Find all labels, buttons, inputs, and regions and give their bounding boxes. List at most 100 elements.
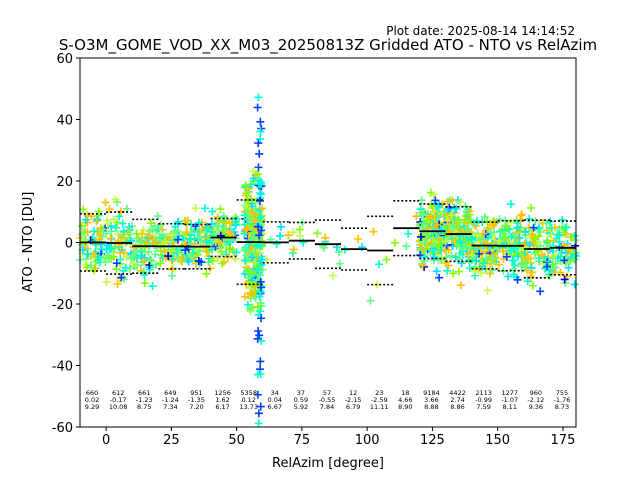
data-point xyxy=(148,282,157,291)
data-point xyxy=(94,207,103,216)
data-point xyxy=(125,264,134,273)
data-point xyxy=(256,402,265,411)
data-point xyxy=(119,227,128,236)
data-point xyxy=(102,277,111,286)
data-point xyxy=(214,238,223,247)
data-point xyxy=(526,272,535,281)
bin-std-label: 8.86 xyxy=(450,403,464,411)
data-point xyxy=(481,254,490,263)
x-tick-label: 50 xyxy=(228,433,245,448)
data-point xyxy=(253,170,262,179)
bin-mean-label: -1.35 xyxy=(188,396,205,404)
data-point xyxy=(366,296,375,305)
bin-mean-label: 3.66 xyxy=(424,396,438,404)
y-tick-label: 0 xyxy=(65,237,73,252)
data-point xyxy=(117,273,126,282)
data-point xyxy=(113,280,122,289)
data-point xyxy=(460,216,469,225)
data-point xyxy=(191,204,200,213)
data-point xyxy=(254,139,263,148)
bin-count-label: 9184 xyxy=(423,389,440,397)
data-point xyxy=(254,222,263,231)
data-point xyxy=(243,300,252,309)
bin-count-label: 12 xyxy=(349,389,357,397)
data-point xyxy=(256,307,265,316)
data-point xyxy=(526,203,535,212)
data-point xyxy=(254,93,263,102)
data-point xyxy=(555,237,564,246)
data-point xyxy=(480,212,489,221)
bin-count-label: 23 xyxy=(375,389,383,397)
data-point xyxy=(144,248,153,257)
data-point xyxy=(256,242,265,251)
data-point xyxy=(132,229,141,238)
data-point xyxy=(570,280,579,289)
data-point xyxy=(254,326,263,335)
data-point xyxy=(148,225,157,234)
data-point xyxy=(284,231,293,240)
data-point xyxy=(444,245,453,254)
data-point xyxy=(105,245,114,254)
data-point xyxy=(248,209,257,218)
data-point xyxy=(167,246,176,255)
bin-mean-label: -0.99 xyxy=(475,396,492,404)
data-point xyxy=(538,251,547,260)
data-point xyxy=(419,238,428,247)
data-point xyxy=(510,261,519,270)
data-point xyxy=(156,234,165,243)
bin-std-label: 6.79 xyxy=(346,403,360,411)
data-point xyxy=(256,357,265,366)
bin-count-label: 755 xyxy=(556,389,568,397)
data-point xyxy=(202,226,211,235)
data-point xyxy=(462,225,471,234)
bin-std-label: 7.84 xyxy=(320,403,334,411)
data-point xyxy=(547,264,556,273)
data-point xyxy=(429,206,438,215)
data-point xyxy=(256,213,265,222)
data-point xyxy=(536,228,545,237)
data-point xyxy=(83,228,92,237)
data-point xyxy=(257,314,266,323)
bin-std-label: 11.11 xyxy=(370,403,389,411)
data-point xyxy=(416,232,425,241)
data-point xyxy=(443,205,452,214)
bin-std-label: 7.20 xyxy=(189,403,203,411)
bin-mean-label: -2.59 xyxy=(371,396,388,404)
data-point xyxy=(242,267,251,276)
data-point xyxy=(530,240,539,249)
data-point xyxy=(103,220,112,229)
data-point xyxy=(488,253,497,262)
data-point xyxy=(526,254,535,263)
x-tick-label: 100 xyxy=(355,433,380,448)
data-point xyxy=(256,135,265,144)
data-point xyxy=(125,230,134,239)
bin-mean-label: -2.15 xyxy=(345,396,362,404)
data-point xyxy=(431,196,440,205)
data-point xyxy=(504,272,513,281)
data-point xyxy=(479,229,488,238)
data-point xyxy=(448,196,457,205)
data-point xyxy=(194,234,203,243)
data-point xyxy=(502,252,511,261)
bin-std-label: 8.73 xyxy=(555,403,569,411)
data-point xyxy=(452,204,461,213)
plot-date: Plot date: 2025-08-14 14:14:52 xyxy=(386,24,575,38)
data-point xyxy=(528,268,537,277)
x-tick-label: 175 xyxy=(551,433,576,448)
data-point xyxy=(429,190,438,199)
data-point xyxy=(218,259,227,268)
data-point xyxy=(246,194,255,203)
data-point xyxy=(255,231,264,240)
data-point xyxy=(139,225,148,234)
data-point xyxy=(202,247,211,256)
bin-mean-label: -1.23 xyxy=(136,396,153,404)
data-point xyxy=(416,205,425,214)
bin-count-label: 4422 xyxy=(449,389,466,397)
data-point xyxy=(456,198,465,207)
data-point xyxy=(420,239,429,248)
data-point xyxy=(101,198,110,207)
data-point xyxy=(442,253,451,262)
bin-mean-label: -2.12 xyxy=(527,396,544,404)
data-point xyxy=(96,231,105,240)
data-point xyxy=(443,266,452,275)
